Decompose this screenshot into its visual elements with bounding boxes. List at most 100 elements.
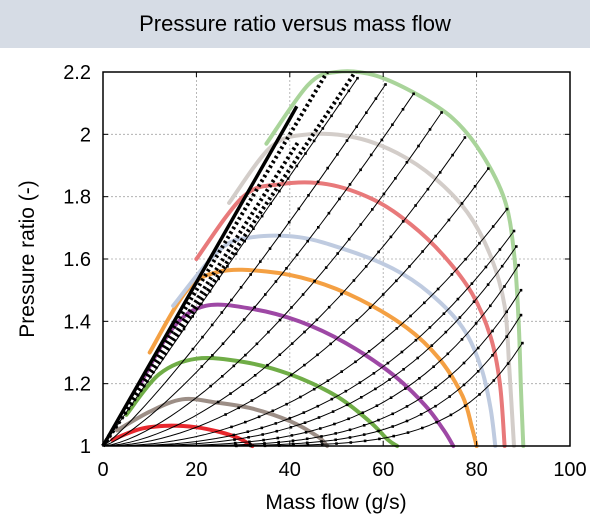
operating-point — [327, 305, 331, 309]
operating-point — [444, 330, 448, 334]
operating-point — [239, 286, 243, 289]
operating-point — [463, 404, 467, 408]
operating-point — [316, 353, 319, 357]
operating-point — [290, 373, 293, 377]
operating-point — [291, 442, 295, 446]
operating-point — [434, 234, 437, 238]
speed-line — [115, 396, 330, 448]
operating-point — [210, 323, 214, 327]
operating-point — [405, 419, 409, 423]
operating-point — [377, 429, 380, 433]
operating-point — [267, 330, 270, 334]
operating-point — [352, 279, 356, 282]
operating-point — [306, 443, 310, 447]
operating-point — [472, 300, 476, 303]
operating-point — [290, 306, 293, 309]
operating-point — [307, 194, 310, 197]
operating-point — [299, 395, 302, 399]
operating-point — [295, 164, 299, 168]
operating-point — [498, 248, 502, 251]
operating-point — [391, 425, 394, 428]
operating-point — [460, 338, 464, 341]
operating-point — [208, 290, 212, 293]
operating-point — [260, 214, 264, 218]
operating-point — [317, 226, 320, 229]
operating-point — [430, 344, 434, 347]
operating-point — [473, 185, 477, 188]
operating-point — [367, 350, 371, 353]
operating-point — [209, 384, 212, 388]
operating-point — [414, 338, 418, 342]
x-tick-label: 40 — [279, 459, 301, 481]
operating-point — [319, 427, 322, 430]
operating-point — [291, 439, 295, 442]
operating-point — [372, 372, 376, 375]
operating-point — [347, 89, 351, 93]
operating-point — [405, 405, 409, 408]
operating-point — [342, 331, 346, 334]
operating-point — [447, 218, 451, 222]
operating-point — [306, 239, 309, 243]
operating-point — [232, 330, 235, 334]
operating-point — [271, 409, 275, 413]
operating-point — [348, 183, 352, 186]
operating-point — [290, 342, 294, 345]
operating-point — [378, 437, 381, 441]
operating-point — [330, 397, 334, 401]
chart-title-bar: Pressure ratio versus mass flow — [0, 0, 590, 48]
operating-point — [338, 197, 341, 201]
operating-point — [359, 168, 362, 172]
operating-point — [305, 437, 309, 441]
operating-point — [491, 225, 495, 228]
operating-point — [285, 402, 288, 406]
operating-point — [333, 422, 336, 426]
operating-point — [336, 153, 339, 156]
y-tick-labels: 1 1.2 1.4 1.6 1.8 2 2.2 — [63, 62, 91, 458]
operating-point — [242, 318, 246, 321]
operating-point — [484, 265, 488, 269]
surge-line — [101, 70, 329, 448]
operating-point — [362, 424, 366, 427]
operating-point — [230, 425, 233, 429]
speed-line — [171, 233, 498, 448]
operating-lines — [102, 76, 524, 448]
operating-point — [221, 375, 224, 378]
operating-point — [233, 438, 236, 441]
operating-point — [521, 341, 524, 345]
y-tick-label: 1.6 — [63, 249, 91, 271]
operating-point — [462, 361, 466, 365]
operating-point — [244, 353, 247, 357]
operating-point — [261, 433, 264, 436]
operating-point — [312, 139, 316, 143]
operating-point — [316, 404, 320, 408]
operating-point — [478, 393, 481, 396]
operating-point — [232, 433, 236, 437]
operating-point — [233, 441, 237, 445]
operating-point — [355, 125, 358, 128]
operating-point — [263, 391, 267, 394]
operating-point — [405, 161, 409, 164]
speed-lines — [110, 69, 526, 448]
operating-point — [349, 441, 353, 444]
operating-point — [217, 277, 220, 281]
operating-point — [432, 365, 435, 368]
operating-line — [102, 84, 386, 447]
operating-point — [368, 306, 372, 309]
operating-point — [446, 352, 450, 356]
operating-point — [382, 192, 386, 196]
operating-point — [327, 211, 331, 215]
operating-point — [226, 265, 229, 268]
y-tick-label: 2.2 — [63, 62, 91, 84]
operating-point — [344, 389, 348, 393]
operating-point — [276, 382, 280, 386]
x-tick-label: 60 — [372, 459, 394, 481]
operating-point — [331, 410, 335, 413]
operating-point — [320, 435, 323, 438]
operating-point — [434, 386, 437, 389]
x-tick-labels: 0 20 40 60 80 100 — [97, 459, 586, 481]
operating-point — [340, 292, 343, 296]
operating-point — [253, 305, 256, 309]
operating-point — [436, 287, 440, 291]
operating-point — [317, 416, 321, 419]
operating-point — [408, 265, 411, 268]
